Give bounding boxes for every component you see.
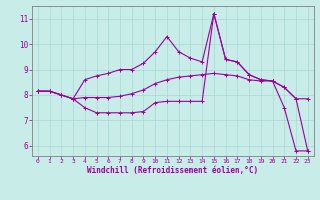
X-axis label: Windchill (Refroidissement éolien,°C): Windchill (Refroidissement éolien,°C) [87, 166, 258, 175]
